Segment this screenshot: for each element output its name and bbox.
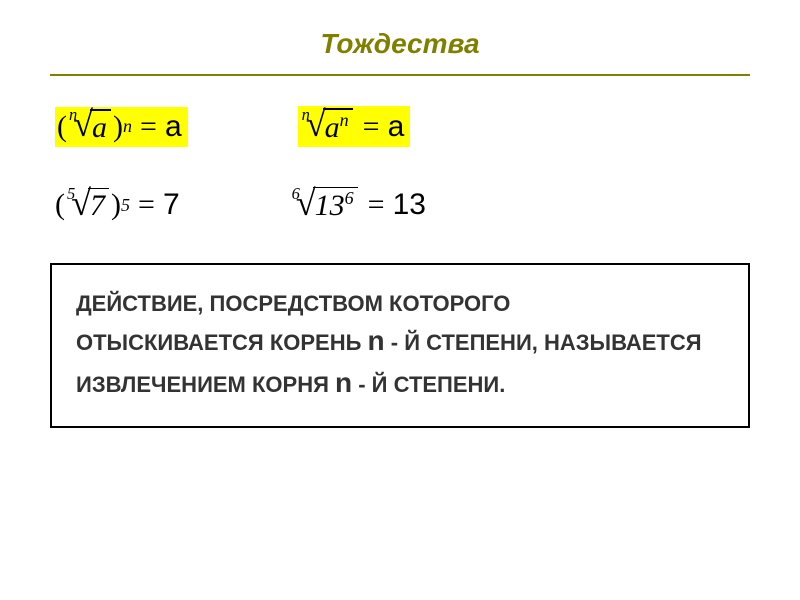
- identity-right: n √ an = a: [298, 106, 411, 147]
- example-right: 6 √ 136 = 13: [290, 187, 426, 223]
- radicand: 136: [313, 187, 358, 223]
- example-row: ( 5 √ 7 )5 = 7 6 √ 136 = 13: [0, 187, 800, 223]
- equals-icon: =: [140, 110, 157, 144]
- radicand-exp: 6: [345, 188, 354, 208]
- root-index: 5: [67, 184, 75, 204]
- identity-left: ( n √ a )n = a: [55, 107, 188, 147]
- text-fragment: - Й СТЕПЕНИ, НАЗЫВАЕТСЯ: [385, 330, 702, 355]
- root-icon: 6 √ 136: [292, 187, 358, 223]
- root-index: 6: [292, 184, 300, 204]
- radicand: 7: [88, 188, 109, 223]
- root-index: n: [69, 105, 77, 125]
- outer-exponent: 5: [121, 195, 130, 216]
- equals-icon: =: [138, 188, 155, 222]
- rhs: a: [165, 110, 182, 144]
- radicand-exp: n: [340, 110, 349, 130]
- radicand: a: [90, 109, 111, 145]
- root-icon: 5 √ 7: [67, 188, 109, 223]
- root-icon: n √ an: [302, 108, 353, 145]
- text-fragment: ОТЫСКИВАЕТСЯ КОРЕНЬ: [76, 330, 368, 355]
- equals-icon: =: [363, 110, 380, 144]
- root-icon: n √ a: [69, 109, 111, 145]
- n-variable: n: [368, 325, 385, 356]
- definition-line-2: ОТЫСКИВАЕТСЯ КОРЕНЬ n - Й СТЕПЕНИ, НАЗЫВ…: [76, 320, 724, 362]
- example-left: ( 5 √ 7 )5 = 7: [55, 188, 180, 223]
- equals-icon: =: [368, 188, 385, 222]
- definition-line-3: ИЗВЛЕЧЕНИЕМ КОРНЯ n - Й СТЕПЕНИ.: [76, 362, 724, 404]
- title-divider: [50, 74, 750, 76]
- rhs: a: [388, 110, 405, 144]
- outer-exponent: n: [123, 116, 132, 137]
- radicand-base: 13: [315, 189, 345, 222]
- rhs: 7: [163, 188, 180, 222]
- text-fragment: - Й СТЕПЕНИ.: [352, 372, 505, 397]
- definition-line-1: ДЕЙСТВИЕ, ПОСРЕДСТВОМ КОТОРОГО: [76, 287, 724, 320]
- slide: Тождества ( n √ a )n = a n √ an = a ( 5: [0, 0, 800, 600]
- definition-box: ДЕЙСТВИЕ, ПОСРЕДСТВОМ КОТОРОГО ОТЫСКИВАЕ…: [50, 263, 750, 428]
- identity-row: ( n √ a )n = a n √ an = a: [0, 106, 800, 147]
- slide-title: Тождества: [0, 0, 800, 74]
- radicand: an: [323, 108, 353, 145]
- rhs: 13: [393, 188, 426, 222]
- radicand-base: a: [325, 111, 340, 144]
- text-fragment: ИЗВЛЕЧЕНИЕМ КОРНЯ: [76, 372, 335, 397]
- n-variable: n: [335, 367, 352, 398]
- root-index: n: [302, 105, 310, 125]
